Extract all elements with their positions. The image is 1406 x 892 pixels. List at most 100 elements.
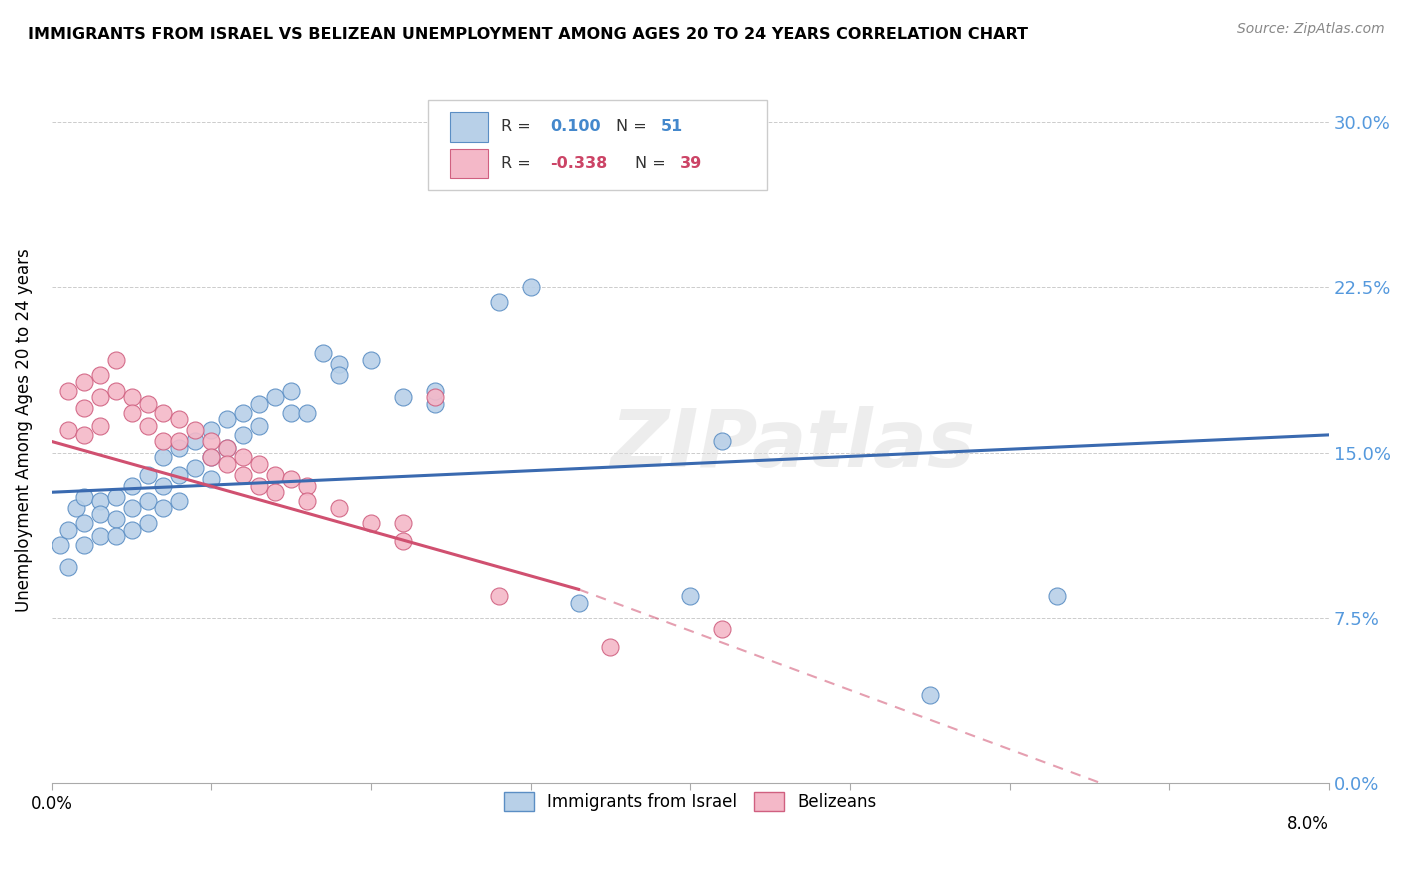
Point	[711, 434, 734, 449]
Point	[247, 457, 270, 471]
Point	[247, 478, 270, 492]
Point	[360, 516, 382, 530]
Point	[200, 472, 222, 486]
Point	[121, 406, 143, 420]
Point	[136, 397, 159, 411]
Point	[73, 401, 96, 416]
Point	[247, 397, 270, 411]
Point	[169, 494, 191, 508]
Point	[89, 508, 111, 522]
Point	[121, 478, 143, 492]
Point	[104, 512, 127, 526]
Point	[152, 478, 174, 492]
Text: N =: N =	[636, 156, 671, 171]
Point	[73, 516, 96, 530]
Point	[423, 384, 446, 398]
Point	[312, 346, 335, 360]
Point	[184, 424, 207, 438]
Point	[89, 390, 111, 404]
Point	[519, 280, 541, 294]
Text: 51: 51	[661, 120, 683, 135]
Point	[136, 494, 159, 508]
Point	[264, 390, 287, 404]
Point	[169, 412, 191, 426]
Point	[152, 500, 174, 515]
Point	[200, 434, 222, 449]
Point	[73, 428, 96, 442]
Point	[232, 450, 254, 464]
Point	[136, 516, 159, 530]
Point	[599, 640, 621, 654]
Point	[264, 485, 287, 500]
Point	[104, 529, 127, 543]
Point	[56, 384, 79, 398]
Point	[280, 384, 302, 398]
Point	[232, 406, 254, 420]
Point	[89, 494, 111, 508]
Point	[360, 352, 382, 367]
Point	[121, 500, 143, 515]
Point	[152, 450, 174, 464]
Point	[104, 490, 127, 504]
Point	[232, 467, 254, 482]
Point	[264, 467, 287, 482]
Point	[169, 467, 191, 482]
Point	[73, 490, 96, 504]
Point	[328, 500, 350, 515]
Point	[89, 419, 111, 434]
Point	[295, 478, 318, 492]
Point	[488, 589, 510, 603]
Point	[56, 560, 79, 574]
Point	[89, 368, 111, 383]
Point	[56, 424, 79, 438]
Point	[56, 523, 79, 537]
Point	[217, 441, 239, 455]
Point	[73, 375, 96, 389]
Point	[423, 397, 446, 411]
Bar	[450, 149, 488, 178]
Point	[247, 419, 270, 434]
Point	[280, 472, 302, 486]
Point	[136, 467, 159, 482]
Text: ZIPatlas: ZIPatlas	[610, 406, 974, 483]
Point	[136, 419, 159, 434]
Bar	[450, 112, 488, 142]
Point	[567, 596, 589, 610]
Point	[89, 529, 111, 543]
Point	[918, 688, 941, 702]
Point	[280, 406, 302, 420]
Text: IMMIGRANTS FROM ISRAEL VS BELIZEAN UNEMPLOYMENT AMONG AGES 20 TO 24 YEARS CORREL: IMMIGRANTS FROM ISRAEL VS BELIZEAN UNEMP…	[28, 27, 1028, 42]
Text: R =: R =	[502, 156, 536, 171]
Text: 8.0%: 8.0%	[1286, 815, 1329, 833]
Point	[217, 412, 239, 426]
Text: 39: 39	[681, 156, 702, 171]
Point	[392, 533, 415, 548]
Point	[711, 622, 734, 636]
Point	[392, 516, 415, 530]
Point	[200, 450, 222, 464]
Text: 0.100: 0.100	[550, 120, 600, 135]
Point	[295, 406, 318, 420]
Point	[169, 434, 191, 449]
Legend: Immigrants from Israel, Belizeans: Immigrants from Israel, Belizeans	[498, 785, 883, 818]
Point	[488, 295, 510, 310]
Text: -0.338: -0.338	[550, 156, 607, 171]
Point	[392, 390, 415, 404]
Point	[200, 450, 222, 464]
Point	[184, 434, 207, 449]
Point	[217, 441, 239, 455]
Point	[48, 538, 70, 552]
Y-axis label: Unemployment Among Ages 20 to 24 years: Unemployment Among Ages 20 to 24 years	[15, 249, 32, 612]
Point	[217, 457, 239, 471]
Point	[152, 406, 174, 420]
Point	[73, 538, 96, 552]
Point	[65, 500, 87, 515]
Point	[328, 368, 350, 383]
Point	[104, 384, 127, 398]
Point	[152, 434, 174, 449]
Point	[121, 390, 143, 404]
Point	[423, 390, 446, 404]
Point	[1046, 589, 1069, 603]
Point	[121, 523, 143, 537]
Point	[679, 589, 702, 603]
